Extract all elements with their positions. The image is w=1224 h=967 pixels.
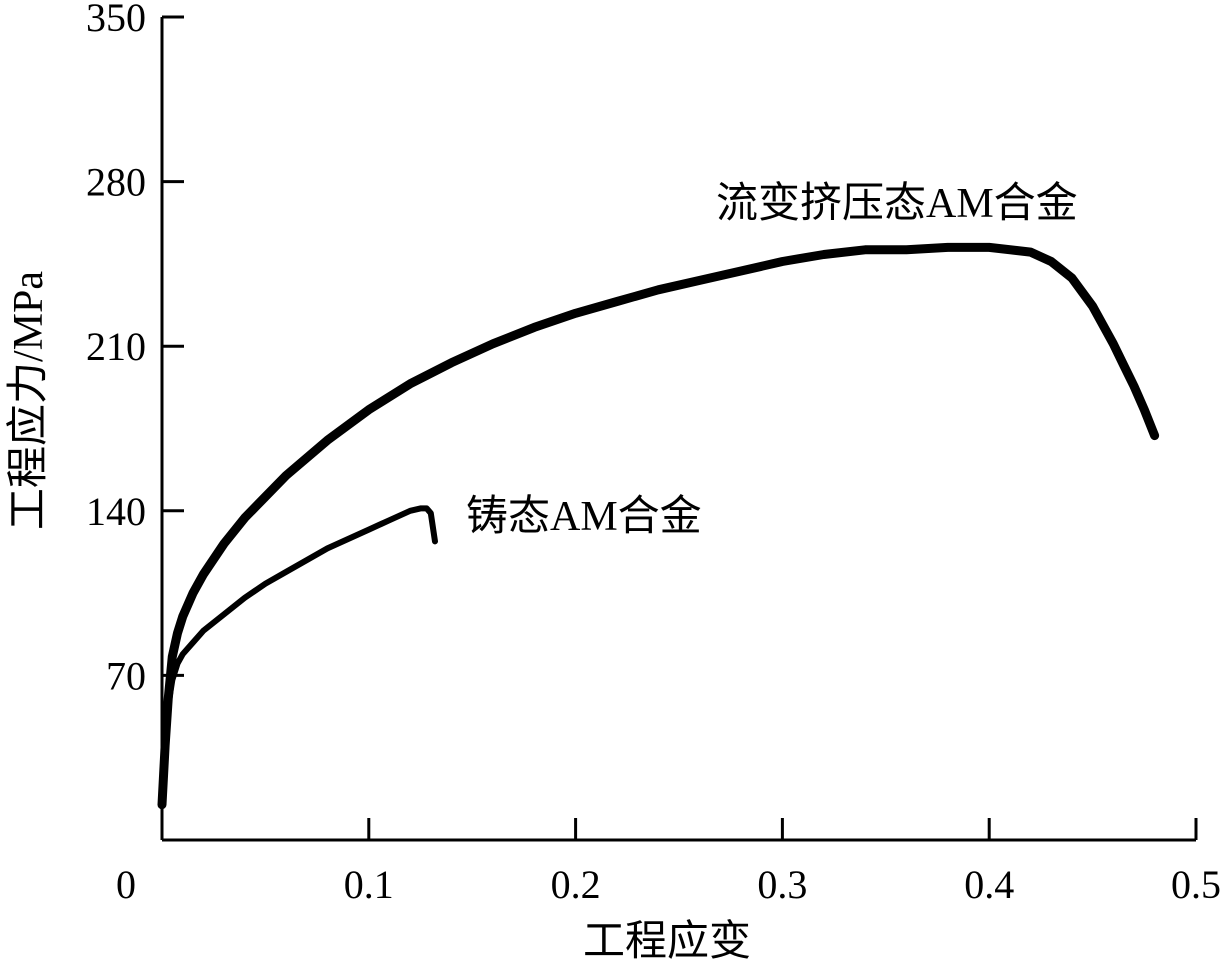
- x-tick-label: 0.2: [551, 862, 601, 907]
- series-layer: [157, 242, 1160, 810]
- series-line-2: [159, 505, 438, 808]
- axes: 0 0.1 0.2 0.3 0.4 0.5 70 140 210 280 350: [86, 0, 1221, 907]
- x-tick-label: 0.1: [344, 862, 394, 907]
- y-tick-label: 140: [86, 489, 146, 534]
- x-tick-label: 0.3: [757, 862, 807, 907]
- y-tick-label: 280: [86, 160, 146, 205]
- x-ticks: 0 0.1 0.2 0.3 0.4 0.5: [116, 818, 1221, 907]
- y-tick-label: 210: [86, 324, 146, 369]
- series-annotation-1: 流变挤压态AM合金: [716, 180, 1078, 227]
- y-axis-title: 工程应力/MPa: [5, 271, 52, 530]
- y-ticks: 70 140 210 280 350: [86, 0, 184, 698]
- x-axis-title: 工程应变: [583, 918, 751, 962]
- x-tick-label: 0: [116, 862, 136, 907]
- x-tick-label: 0.4: [964, 862, 1014, 907]
- y-tick-label: 70: [106, 653, 146, 698]
- series-line-1: [157, 242, 1160, 810]
- x-tick-label: 0.5: [1171, 862, 1221, 907]
- series-annotation-2: 铸态AM合金: [466, 493, 702, 540]
- y-tick-label: 350: [86, 0, 146, 40]
